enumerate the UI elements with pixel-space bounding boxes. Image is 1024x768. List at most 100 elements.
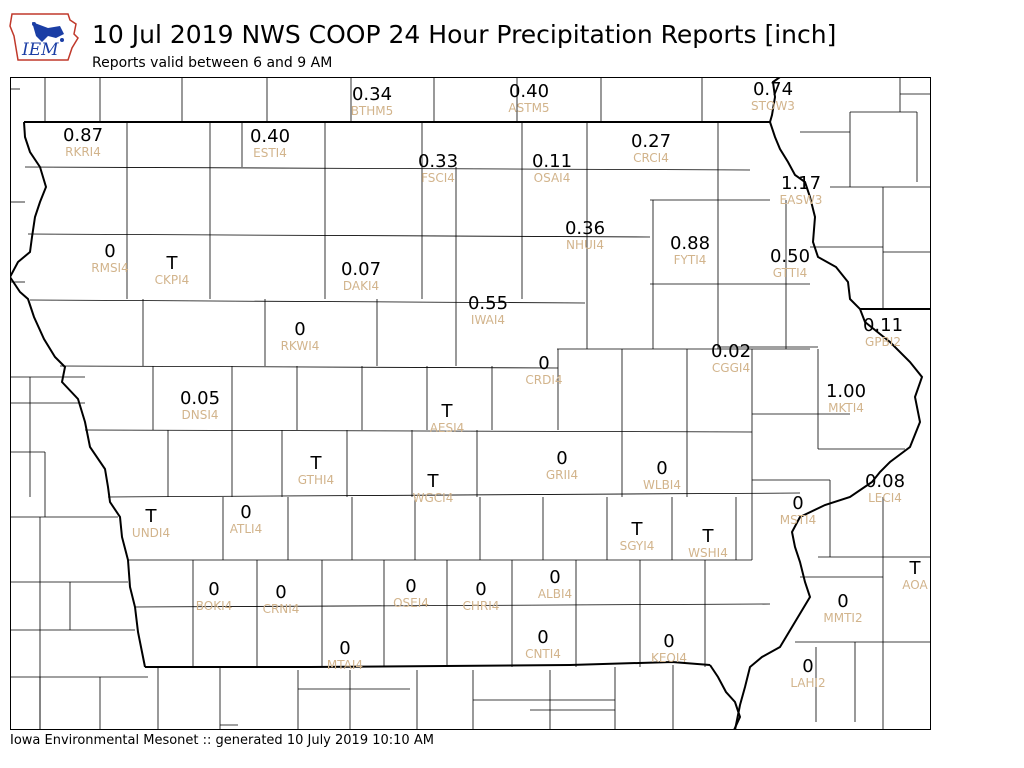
station-id: RKRI4 (65, 145, 101, 159)
precip-value: 0.11 (532, 151, 572, 172)
precip-value: 0.40 (509, 81, 549, 102)
precip-value: 0 (549, 567, 560, 588)
precip-value: 0 (104, 241, 115, 262)
station-id: OSAI4 (534, 171, 571, 185)
precip-value: 0.05 (180, 388, 220, 409)
precip-value: 0 (294, 319, 305, 340)
precip-value: T (441, 401, 454, 422)
station-id: GTTI4 (773, 266, 808, 280)
precip-map: 0.34 BTHM5 0.40 ASTM5 0.74 STOW3 0.87 RKRI4 0.40… (9, 76, 931, 731)
station-id: GTHI4 (298, 473, 334, 487)
precip-value: T (427, 471, 440, 492)
station-id: DNSI4 (181, 408, 218, 422)
station-id: DAKI4 (343, 279, 379, 293)
precip-value: 0.36 (565, 218, 605, 239)
precip-value: 0.40 (250, 126, 290, 147)
station-id: IWAI4 (471, 313, 505, 327)
precip-value: 0.02 (711, 341, 751, 362)
precip-value: T (145, 506, 158, 527)
station-id: WSHI4 (688, 546, 728, 560)
precip-value: T (909, 558, 922, 579)
station-id: CRDI4 (525, 373, 562, 387)
station-id: LAHI2 (790, 676, 825, 690)
map-title: 10 Jul 2019 NWS COOP 24 Hour Precipitati… (92, 20, 837, 49)
precip-value: T (310, 453, 323, 474)
station-id: ATLI4 (230, 522, 262, 536)
station-id: ASTM5 (508, 101, 549, 115)
precip-value: 0 (802, 656, 813, 677)
precip-value: T (166, 253, 179, 274)
precip-value: T (631, 519, 644, 540)
precip-value: 0 (208, 579, 219, 600)
precip-value: 0 (556, 448, 567, 469)
station-id: NHUI4 (566, 238, 604, 252)
precip-value: 0.33 (418, 151, 458, 172)
precip-value: 1.17 (781, 173, 821, 194)
station-id: EASW3 (780, 193, 823, 207)
precip-value: 0.27 (631, 131, 671, 152)
station-id: ESTI4 (253, 146, 287, 160)
precip-value: 0 (275, 582, 286, 603)
map-footer: Iowa Environmental Mesonet :: generated … (10, 733, 434, 748)
station-id: BOKI4 (196, 599, 233, 613)
precip-value: 0 (792, 493, 803, 514)
precip-value: 0.87 (63, 125, 103, 146)
station-reports: 0.34BTHM50.40ASTM50.74STOW30.87RKRI40.40… (63, 79, 929, 690)
station-id: ALBI4 (538, 587, 572, 601)
station-id: BTHM5 (351, 104, 394, 118)
station-id: MSTI4 (780, 513, 816, 527)
station-id: CNTI4 (525, 647, 561, 661)
station-id: CRCI4 (633, 151, 669, 165)
station-id: FSCI4 (421, 171, 455, 185)
station-id: CGGI4 (712, 361, 750, 375)
station-id: WGCI4 (413, 491, 454, 505)
precip-value: 0.50 (770, 246, 810, 267)
precip-value: 0 (475, 579, 486, 600)
precip-value: 0 (656, 458, 667, 479)
station-id: OSEI4 (393, 596, 429, 610)
state-boundaries (9, 76, 931, 731)
precip-value: 0 (339, 638, 350, 659)
precip-value: 0 (537, 627, 548, 648)
county-boundaries (10, 77, 931, 730)
precip-value: 0 (837, 591, 848, 612)
station-id: UNDI4 (132, 526, 170, 540)
precip-value: 1.00 (826, 381, 866, 402)
station-id: GRII4 (546, 468, 578, 482)
station-id: KEOI4 (651, 651, 687, 665)
